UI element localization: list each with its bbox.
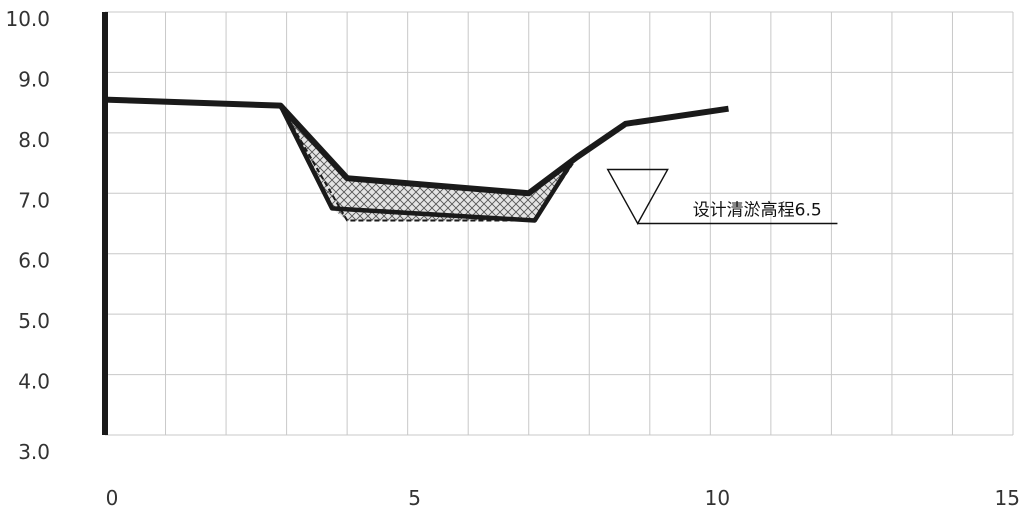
y-tick-label: 9.0: [18, 67, 50, 91]
y-tick-label: 4.0: [18, 370, 50, 394]
annotation-group: 设计清淤高程6.5: [606, 168, 838, 225]
x-tick-label: 5: [408, 486, 421, 510]
y-tick-label: 7.0: [18, 188, 50, 212]
series-group: [104, 96, 729, 223]
x-tick-label: 0: [106, 486, 119, 510]
water-level-triangle-icon: [606, 168, 669, 225]
y-tick-label: 5.0: [18, 309, 50, 333]
x-tick-label: 10: [705, 486, 730, 510]
grid: [104, 11, 1014, 436]
hatched-fill: [280, 105, 578, 221]
tick-labels: 10.0 9.0 8.0 7.0 6.0 5.0 4.0 3.0 0 5 10 15: [5, 7, 1020, 510]
y-tick-label: 10.0: [5, 7, 50, 31]
series-line-3: [279, 105, 578, 222]
y-tick-label: 8.0: [18, 128, 50, 152]
hatched-region: [280, 105, 578, 221]
y-tick-label: 6.0: [18, 249, 50, 273]
annotation-label: 设计清淤高程6.5: [693, 201, 822, 221]
y-tick-label: 3.0: [18, 440, 50, 464]
x-tick-label: 15: [995, 486, 1020, 510]
series-line-1: [104, 96, 729, 197]
